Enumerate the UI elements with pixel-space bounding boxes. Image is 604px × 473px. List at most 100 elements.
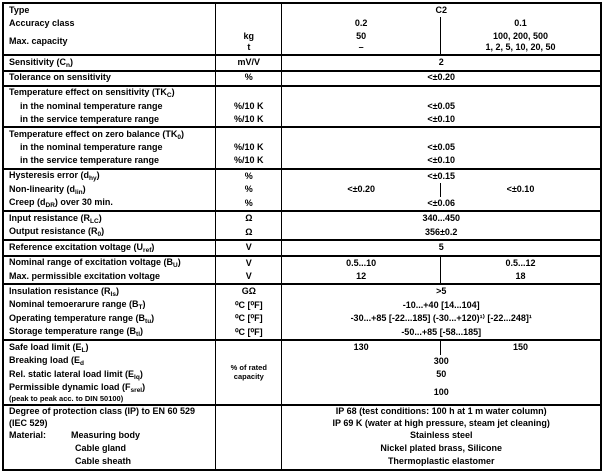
- label-text: ): [142, 299, 146, 309]
- value-cell: Nickel plated brass, Silicone: [380, 443, 502, 454]
- value-cell: -10...+40 [14...104]: [402, 299, 480, 310]
- label-text: ) over 30 min.: [54, 197, 113, 207]
- value-cell: <±0.15: [427, 170, 456, 181]
- value-cell: 100, 200, 500 1, 2, 5, 10, 20, 50: [485, 30, 556, 53]
- table-row: in the service temperature range %/10 K <±…: [3, 113, 601, 127]
- unit-cell: [215, 455, 283, 470]
- label-text: Temperature effect on sensitivity (TK: [9, 87, 167, 97]
- label-note: (peak to peak acc. to DIN 50100): [9, 393, 124, 403]
- label-text: Reference excitation voltage (U: [9, 241, 144, 252]
- label-text: Hysteresis error (d: [9, 170, 90, 180]
- label-text: ): [82, 183, 86, 194]
- value-cell: 356±0.2: [424, 226, 458, 237]
- label-text: Cable gland: [75, 443, 127, 454]
- label-text: Non-linearity (d: [9, 183, 76, 194]
- label-text: Output resistance (R: [9, 226, 98, 236]
- param-label-cell: Temperature effect on zero balance (TK0): [3, 127, 217, 142]
- table-row: Safe load limit (EL)% of rated capacity 1…: [3, 340, 601, 405]
- table-row: Cable sheath Thermoplastic elastomer: [3, 455, 601, 470]
- label-text: Creep (d: [9, 197, 46, 207]
- label-text: Max. permissible excitation voltage: [9, 270, 161, 281]
- param-label-cell: Nominal temoerarure range (BT): [3, 298, 217, 312]
- table-row: Max. permissible excitation voltage V 12 18: [3, 270, 601, 284]
- label-text: ): [177, 257, 181, 267]
- value-cell: 0.1: [514, 17, 527, 28]
- table-row: Non-linearity (dlin)% <±0.20 <±0.10: [3, 183, 601, 197]
- value-cell: -30...+85 [-22...185] (-30...+120)¹⁾ [-2…: [350, 313, 532, 323]
- param-label-cell: Storage temperature range (Btl): [3, 325, 217, 340]
- value-cell: <±0.10: [506, 184, 535, 194]
- label-text: in the service temperature range: [20, 113, 160, 124]
- value-cell: [282, 86, 601, 101]
- label-subscript: 0: [97, 231, 102, 238]
- spec-section: Hysteresis error (dhy)% <±0.15 Non-lineari…: [3, 168, 601, 211]
- label-text: Nominal temoerarure range (B: [9, 299, 139, 309]
- param-label-cell: Safe load limit (EL): [3, 340, 217, 355]
- label-subscript: n: [66, 61, 70, 69]
- table-row: Temperature effect on sensitivity (TKC): [3, 85, 601, 101]
- label-subscript: L: [81, 346, 86, 354]
- value-cell: <±0.10: [427, 155, 456, 166]
- material-prefix: Material:: [9, 430, 47, 441]
- label-text: ): [98, 212, 102, 223]
- label-subscript: srel: [130, 387, 143, 394]
- value-cell: 0.2: [281, 17, 441, 30]
- unit-cell: [215, 17, 283, 30]
- label-text: ): [85, 341, 89, 352]
- label-text: ): [139, 368, 143, 379]
- value-cell: 0.5...12: [505, 257, 536, 268]
- label-text: Degree of protection class (IP) to EN 60…: [9, 406, 196, 428]
- value-cell: 12: [281, 270, 441, 284]
- table-row: Degree of protection class (IP) to EN 60…: [3, 404, 601, 430]
- table-row: Nominal range of excitation voltage (BU)…: [3, 255, 601, 270]
- value-cell: <±0.20: [281, 183, 441, 197]
- label-text: Operating temperature range (B: [9, 312, 146, 323]
- param-label-cell: Rel. static lateral load limit (Elq): [3, 368, 217, 382]
- unit-cell: [215, 442, 283, 456]
- label-subscript: d: [80, 360, 84, 367]
- label-subscript: C: [166, 92, 172, 99]
- label-text: ): [151, 312, 155, 323]
- table-row: Accuracy class 0.2 0.1: [3, 17, 601, 30]
- table-row: Hysteresis error (dhy)% <±0.15: [3, 168, 601, 183]
- label-text: ): [115, 285, 119, 296]
- value-cell: 130: [281, 340, 441, 355]
- label-text: ): [142, 382, 146, 392]
- label-subscript: ref: [143, 246, 152, 254]
- spec-section: Input resistance (RLC) Ω 340...450 Output r…: [3, 211, 601, 240]
- param-label-cell: Degree of protection class (IP) to EN 60…: [3, 404, 217, 430]
- unit-cell: kg t: [215, 30, 283, 55]
- param-label-cell: Material: Measuring body: [3, 429, 217, 443]
- unit-cell: mV/V: [215, 55, 283, 71]
- value-cell: 300: [433, 355, 449, 366]
- param-label-cell: Non-linearity (dlin): [3, 183, 217, 197]
- label-text: Insulation resistance (R: [9, 285, 111, 296]
- param-label-cell: in the service temperature range: [3, 154, 217, 169]
- table-row: Permissible dynamic load (Fsrel) (peak to…: [3, 381, 601, 405]
- label-text: ): [70, 56, 73, 67]
- param-label-cell: in the service temperature range: [3, 113, 217, 127]
- param-label-cell: in the nominal temperature range: [3, 141, 217, 155]
- label-text: Tolerance on sensitivity: [9, 72, 111, 83]
- value-cell: 0.5...10: [281, 255, 441, 270]
- value-cell: Thermoplastic elastomer: [387, 456, 495, 467]
- table-row: Max. capacity kg t 50 – 100, 200, 500 1, 2,…: [3, 30, 601, 55]
- unit-cell: V: [215, 255, 283, 270]
- unit-cell: %/10 K: [215, 141, 283, 155]
- spec-section: Reference excitation voltage (Uref) V 5: [3, 240, 601, 256]
- label-subscript: lin: [75, 188, 83, 196]
- label-text: Rel. static lateral load limit (E: [9, 368, 135, 379]
- param-label-cell: Cable sheath: [3, 455, 217, 470]
- unit-cell: Ω: [215, 225, 283, 240]
- label-subscript: hy: [89, 175, 97, 182]
- unit-cell: [215, 404, 283, 430]
- unit-cell: ⁰C [⁰F]: [215, 312, 283, 326]
- unit-cell: V: [215, 270, 283, 284]
- label-subscript: 0: [177, 133, 181, 141]
- label-subscript: tu: [145, 317, 152, 325]
- param-label-cell: Tolerance on sensitivity: [3, 70, 217, 86]
- label-text: Temperature effect on zero balance (TK: [9, 128, 178, 139]
- unit-cell: %: [215, 183, 283, 197]
- label-text: Permissible dynamic load (F: [9, 382, 131, 392]
- spec-section: Sensitivity (Cn) mV/V 2: [3, 55, 601, 71]
